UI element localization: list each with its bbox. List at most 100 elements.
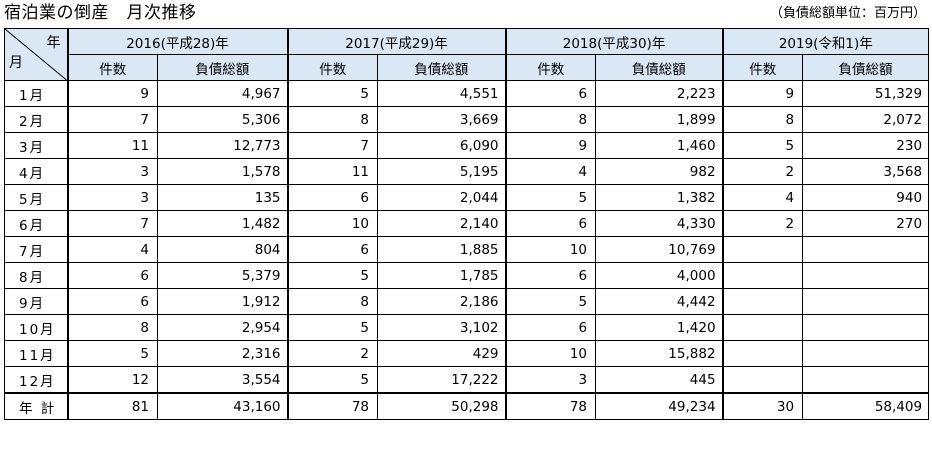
- table-row: 4月 3 1,578 11 5,195 4 982 2 3,568: [4, 158, 930, 185]
- count-cell: 4: [504, 158, 597, 185]
- debt-cell: [802, 262, 930, 289]
- count-cell: 4: [721, 184, 804, 211]
- debt-cell: 3,102: [377, 314, 507, 341]
- bankruptcy-table: 年 月 2016(平成28)年 2017(平成29)年 2018(平成30)年 …: [4, 28, 930, 420]
- count-cell: 6: [286, 184, 379, 211]
- count-cell: 5: [504, 288, 597, 315]
- count-cell: 78: [504, 392, 597, 420]
- debt-cell: 17,222: [377, 366, 507, 394]
- month-label: 1月: [4, 80, 68, 107]
- debt-cell: 940: [802, 184, 930, 211]
- count-cell: [721, 340, 804, 367]
- page-title: 宿泊業の倒産 月次推移: [4, 3, 197, 23]
- debt-header: 負債総額: [377, 54, 507, 81]
- count-cell: [721, 262, 804, 289]
- month-label: 10月: [4, 314, 68, 341]
- debt-cell: 2,044: [377, 184, 507, 211]
- debt-cell: 5,379: [156, 262, 289, 289]
- count-header: 件数: [66, 54, 158, 81]
- debt-cell: 135: [156, 184, 289, 211]
- count-cell: 7: [66, 210, 158, 237]
- count-cell: 6: [504, 210, 597, 237]
- count-cell: 4: [66, 236, 158, 263]
- debt-cell: 50,298: [377, 392, 507, 420]
- debt-cell: 2,223: [595, 80, 724, 107]
- debt-cell: 445: [595, 366, 724, 394]
- debt-cell: 5,195: [377, 158, 507, 185]
- debt-cell: [802, 366, 930, 394]
- debt-cell: 1,912: [156, 288, 289, 315]
- count-cell: 6: [504, 80, 597, 107]
- count-cell: 11: [66, 132, 158, 159]
- debt-cell: 6,090: [377, 132, 507, 159]
- count-cell: 5: [286, 314, 379, 341]
- month-label: 7月: [4, 236, 68, 263]
- debt-cell: 4,967: [156, 80, 289, 107]
- debt-cell: 58,409: [802, 392, 930, 420]
- count-cell: [721, 366, 804, 394]
- table-row: 3月 11 12,773 7 6,090 9 1,460 5 230: [4, 132, 930, 159]
- count-cell: [721, 288, 804, 315]
- count-cell: 30: [721, 392, 804, 420]
- corner-month-label: 月: [9, 55, 23, 71]
- debt-cell: 5,306: [156, 106, 289, 133]
- debt-cell: [802, 314, 930, 341]
- count-cell: 8: [504, 106, 597, 133]
- debt-cell: 43,160: [156, 392, 289, 420]
- count-cell: 3: [66, 184, 158, 211]
- total-label: 年 計: [4, 392, 68, 420]
- count-cell: 78: [286, 392, 379, 420]
- count-cell: 8: [721, 106, 804, 133]
- year-header-2019: 2019(令和1)年: [721, 28, 930, 55]
- month-label: 9月: [4, 288, 68, 315]
- debt-cell: 2,954: [156, 314, 289, 341]
- count-cell: 81: [66, 392, 158, 420]
- count-cell: 2: [721, 158, 804, 185]
- debt-cell: 1,460: [595, 132, 724, 159]
- debt-cell: 1,382: [595, 184, 724, 211]
- debt-cell: 15,882: [595, 340, 724, 367]
- count-cell: 6: [66, 288, 158, 315]
- count-cell: 6: [66, 262, 158, 289]
- count-cell: [721, 314, 804, 341]
- count-cell: 6: [286, 236, 379, 263]
- count-cell: 9: [66, 80, 158, 107]
- table-row: 12月 12 3,554 5 17,222 3 445: [4, 366, 930, 394]
- debt-cell: 49,234: [595, 392, 724, 420]
- debt-cell: 4,000: [595, 262, 724, 289]
- year-header-2017: 2017(平成29)年: [286, 28, 507, 55]
- count-cell: 6: [504, 314, 597, 341]
- debt-cell: 10,769: [595, 236, 724, 263]
- debt-cell: 4,551: [377, 80, 507, 107]
- debt-cell: 4,442: [595, 288, 724, 315]
- count-cell: 9: [721, 80, 804, 107]
- table-row: 11月 5 2,316 2 429 10 15,882: [4, 340, 930, 367]
- count-cell: 10: [286, 210, 379, 237]
- month-label: 2月: [4, 106, 68, 133]
- debt-cell: 3,554: [156, 366, 289, 394]
- debt-header: 負債総額: [595, 54, 724, 81]
- debt-cell: 2,072: [802, 106, 930, 133]
- count-header: 件数: [504, 54, 597, 81]
- table-row: 6月 7 1,482 10 2,140 6 4,330 2 270: [4, 210, 930, 237]
- corner-cell: 年 月: [4, 28, 68, 81]
- month-label: 3月: [4, 132, 68, 159]
- month-label: 11月: [4, 340, 68, 367]
- table-row: 8月 6 5,379 5 1,785 6 4,000: [4, 262, 930, 289]
- count-cell: 5: [286, 366, 379, 394]
- count-cell: 5: [504, 184, 597, 211]
- debt-cell: 3,568: [802, 158, 930, 185]
- count-cell: 8: [66, 314, 158, 341]
- table-body: 1月 9 4,967 5 4,551 6 2,223 9 51,329 2月 7 5,306 8 3,66…: [4, 80, 930, 420]
- debt-cell: 1,420: [595, 314, 724, 341]
- count-cell: 3: [504, 366, 597, 394]
- debt-cell: 3,669: [377, 106, 507, 133]
- debt-cell: 2,316: [156, 340, 289, 367]
- count-cell: 7: [286, 132, 379, 159]
- count-header: 件数: [721, 54, 804, 81]
- corner-year-label: 年: [46, 35, 61, 51]
- count-cell: 8: [286, 106, 379, 133]
- debt-cell: 1,785: [377, 262, 507, 289]
- debt-cell: 1,482: [156, 210, 289, 237]
- table-row: 10月 8 2,954 5 3,102 6 1,420: [4, 314, 930, 341]
